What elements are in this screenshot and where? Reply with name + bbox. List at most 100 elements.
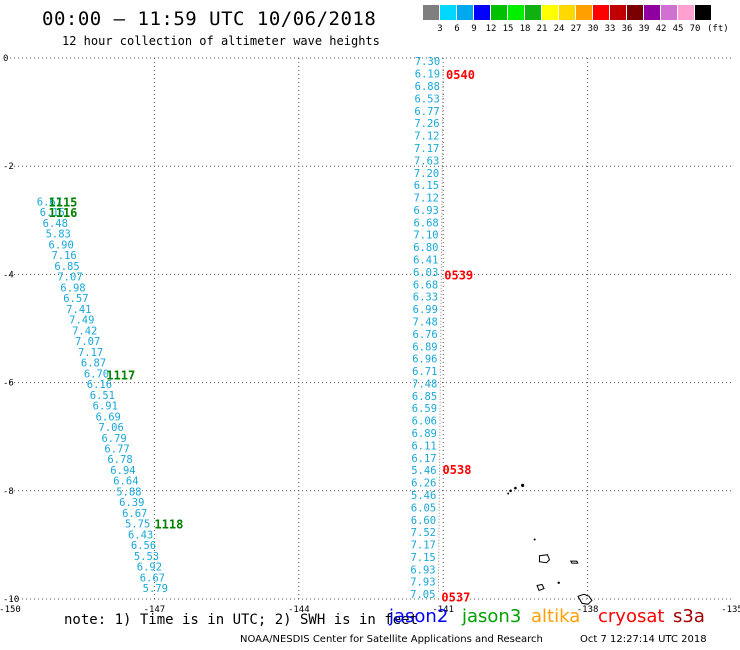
wave-height-value: 6.87: [81, 358, 106, 370]
color-swatch: [678, 5, 694, 20]
y-tick-label: -8: [3, 487, 14, 497]
color-scale-label: 30: [587, 24, 599, 34]
wave-height-value: 5.46: [411, 490, 436, 502]
wave-height-value: 6.90: [49, 239, 74, 251]
color-swatch: [474, 5, 490, 20]
pass-time-label: 1117: [106, 368, 135, 382]
wave-height-value: 6.85: [54, 261, 79, 273]
wave-height-value: 7.26: [414, 118, 439, 130]
wave-height-value: 6.93: [410, 564, 435, 576]
wave-height-value: 6.51: [90, 390, 115, 402]
color-swatch: [644, 5, 660, 20]
wave-height-value: 6.48: [43, 218, 68, 230]
wave-height-value: 6.15: [40, 207, 65, 219]
wave-height-value: 6.80: [413, 242, 438, 254]
wave-height-value: 5.83: [46, 229, 71, 241]
satellite-label-jason3: jason3: [462, 606, 522, 627]
wave-height-value: 7.17: [78, 347, 103, 359]
generation-timestamp: Oct 7 12:27:14 UTC 2018: [580, 634, 707, 645]
wave-height-value: 6.05: [411, 502, 436, 514]
pass-time-label: 1118: [154, 517, 183, 531]
color-scale-label: 33: [604, 24, 616, 34]
color-swatch: [576, 5, 592, 20]
wave-height-value: 6.76: [412, 329, 437, 341]
wave-height-value: 6.77: [104, 443, 129, 455]
pass-time-label: 1115: [49, 195, 78, 209]
color-scale-label: 39: [638, 24, 650, 34]
wave-height-value: 6.17: [411, 453, 436, 465]
color-swatch: [440, 5, 456, 20]
satellite-label-altika: altika: [531, 606, 581, 627]
wave-height-value: 5.79: [143, 583, 168, 595]
wave-height-value: 6.43: [128, 529, 153, 541]
wave-height-value: 7.12: [414, 193, 439, 205]
wave-height-value: 6.26: [411, 478, 436, 490]
satellite-label-jason2: jason2: [389, 606, 449, 627]
wave-height-value: 7.41: [66, 304, 91, 316]
y-tick-label: 0: [3, 54, 8, 64]
wave-height-value: 7.07: [57, 272, 82, 284]
color-scale-label: 9: [471, 24, 477, 34]
y-tick-label: -10: [3, 595, 19, 605]
wave-height-value: 6.79: [101, 433, 126, 445]
x-tick-label: -147: [144, 605, 166, 615]
island-shape: [514, 486, 517, 490]
wave-height-value: 6.56: [131, 540, 156, 552]
wave-height-value: 6.68: [413, 279, 438, 291]
wave-height-value: 6.78: [107, 454, 132, 466]
pass-time-label: 0540: [446, 68, 475, 82]
color-scale-label: 70: [689, 24, 701, 34]
wave-height-value: 6.53: [415, 93, 440, 105]
island-shape: [538, 554, 551, 564]
color-scale-label: 21: [536, 24, 548, 34]
wave-height-value: 6.67: [140, 572, 165, 584]
wave-height-value: 7.42: [72, 325, 97, 337]
color-scale-label: 3: [437, 24, 443, 34]
wave-height-value: 6.96: [412, 354, 437, 366]
color-scale-unit: (ft): [707, 24, 729, 34]
wave-height-value: 7.30: [415, 56, 440, 68]
color-swatch: [542, 5, 558, 20]
color-scale-label: 6: [454, 24, 460, 34]
color-swatch: [661, 5, 677, 20]
wave-height-value: 6.59: [412, 403, 437, 415]
wave-height-value: 7.48: [413, 316, 438, 328]
wave-height-value: 6.70: [84, 368, 109, 380]
color-swatch: [627, 5, 643, 20]
wave-height-value: 6.11: [411, 440, 436, 452]
wave-height-value: 6.93: [414, 205, 439, 217]
color-swatch: [695, 5, 711, 20]
wave-height-value: 7.06: [99, 422, 124, 434]
wave-height-value: 6.89: [412, 341, 437, 353]
x-tick-label: -144: [288, 605, 310, 615]
wave-height-value: 6.99: [413, 304, 438, 316]
color-scale-label: 42: [655, 24, 667, 34]
wave-height-value: 6.19: [415, 69, 440, 81]
wave-height-value: 6.89: [412, 428, 437, 440]
color-swatch: [610, 5, 626, 20]
credit-line: NOAA/NESDIS Center for Satellite Applica…: [240, 634, 543, 645]
color-scale-label: 24: [553, 24, 565, 34]
color-scale-label: 36: [621, 24, 633, 34]
ground-track-line: [437, 68, 444, 594]
wave-height-value: 7.10: [413, 230, 438, 242]
island-shape: [533, 538, 536, 541]
wave-height-value: 6.68: [413, 217, 438, 229]
wave-height-value: 6.16: [87, 379, 112, 391]
x-tick-label: -138: [577, 605, 599, 615]
wave-height-value: 6.85: [412, 391, 437, 403]
wave-height-value: 5.75: [125, 519, 150, 531]
wave-height-value: 6.67: [37, 196, 62, 208]
satellite-label-cryosat: cryosat: [598, 606, 665, 627]
pass-time-label: 0537: [441, 590, 470, 604]
wave-height-value: 6.39: [119, 497, 144, 509]
island-shape: [536, 583, 545, 592]
wave-height-value: 5.53: [134, 551, 159, 563]
wave-height-value: 7.17: [414, 143, 439, 155]
color-scale-label: 18: [519, 24, 531, 34]
wave-height-value: 6.33: [413, 292, 438, 304]
wave-height-value: 6.98: [60, 282, 85, 294]
wave-height-value: 7.05: [410, 589, 435, 601]
map-title: 00:00 – 11:59 UTC 10/06/2018: [42, 8, 377, 30]
